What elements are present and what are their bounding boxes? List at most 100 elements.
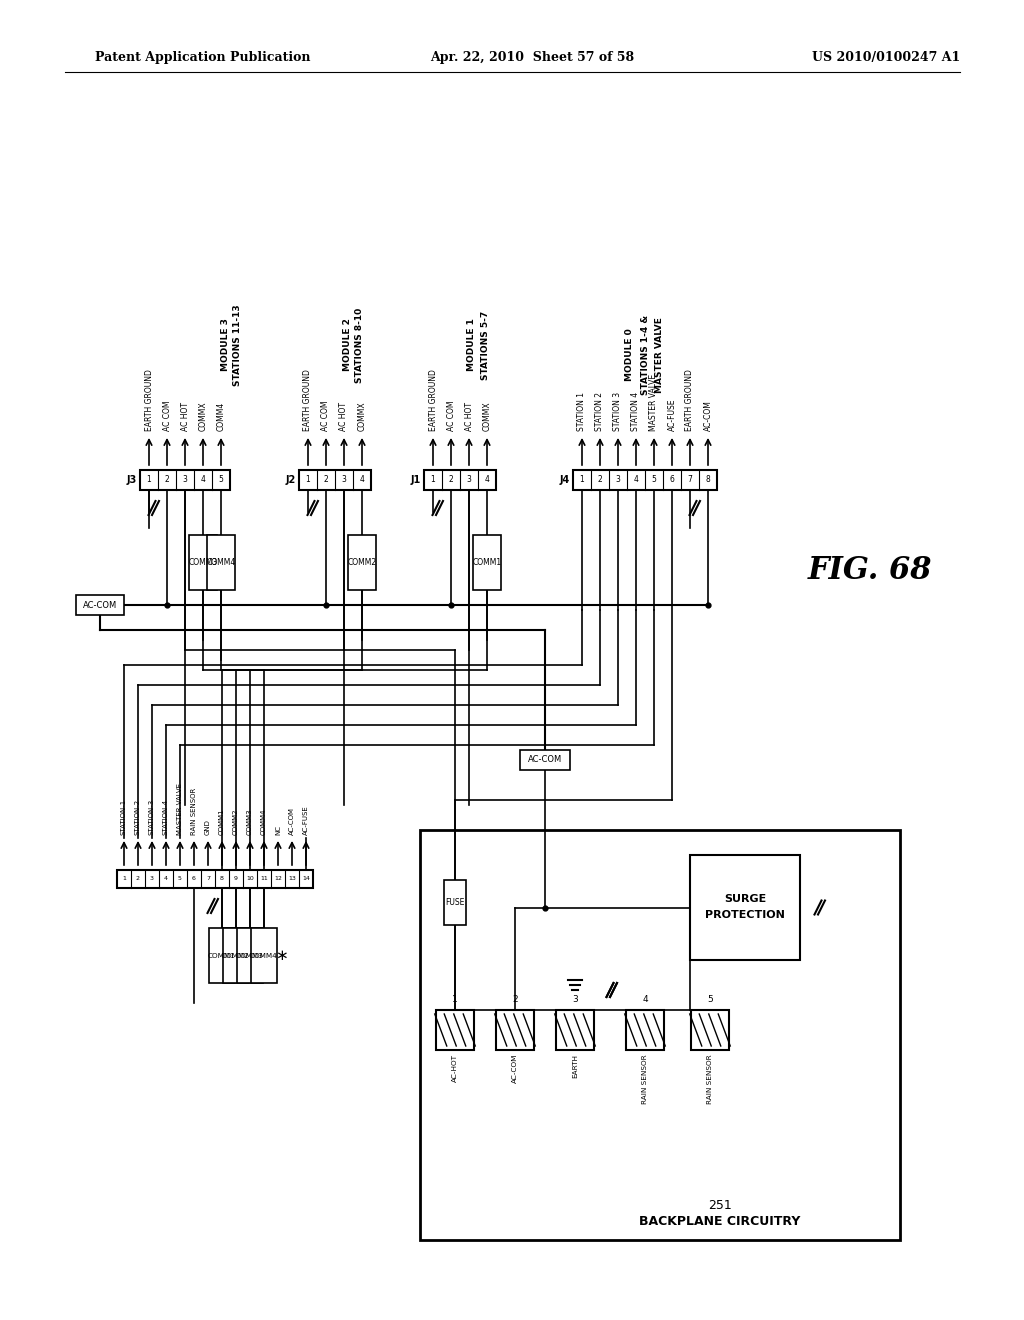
Text: 5: 5 xyxy=(178,876,182,882)
Bar xyxy=(520,750,570,770)
Bar xyxy=(626,1010,664,1049)
Text: 4: 4 xyxy=(634,475,638,484)
Text: AC-FUSE: AC-FUSE xyxy=(668,399,677,432)
Text: 3: 3 xyxy=(150,876,154,882)
Text: GND: GND xyxy=(205,820,211,836)
Text: 10: 10 xyxy=(246,876,254,882)
Text: COMM2: COMM2 xyxy=(233,808,239,836)
Text: 3: 3 xyxy=(467,475,471,484)
Text: NC: NC xyxy=(275,825,281,836)
Bar xyxy=(473,535,501,590)
Text: 7: 7 xyxy=(687,475,692,484)
Text: STATION-2: STATION-2 xyxy=(135,799,141,836)
Text: 2: 2 xyxy=(512,995,518,1005)
Text: STATION-4: STATION-4 xyxy=(163,799,169,836)
Text: 12: 12 xyxy=(274,876,282,882)
Text: 7: 7 xyxy=(206,876,210,882)
Text: AC HOT: AC HOT xyxy=(180,403,189,432)
Bar xyxy=(436,1010,474,1049)
Text: COMM4: COMM4 xyxy=(250,953,278,958)
Text: 11: 11 xyxy=(260,876,268,882)
Text: 1: 1 xyxy=(122,876,126,882)
Text: 4: 4 xyxy=(164,876,168,882)
Text: 3: 3 xyxy=(342,475,346,484)
Bar xyxy=(117,870,313,888)
Text: 1: 1 xyxy=(305,475,310,484)
Text: EARTH GROUND: EARTH GROUND xyxy=(144,370,154,432)
Text: AC-COM: AC-COM xyxy=(703,400,713,432)
Text: US 2010/0100247 A1: US 2010/0100247 A1 xyxy=(812,51,961,65)
Text: J4: J4 xyxy=(560,475,570,484)
Text: AC COM: AC COM xyxy=(163,400,171,432)
Bar xyxy=(556,1010,594,1049)
Text: EARTH GROUND: EARTH GROUND xyxy=(685,370,694,432)
Text: COMMX: COMMX xyxy=(357,401,367,432)
Text: RAIN SENSOR: RAIN SENSOR xyxy=(642,1053,648,1104)
Text: COMM1: COMM1 xyxy=(208,953,236,958)
Text: AC-HOT: AC-HOT xyxy=(452,1053,458,1082)
Text: STATION 1: STATION 1 xyxy=(578,392,587,432)
Text: ∗: ∗ xyxy=(274,948,288,964)
Text: 4: 4 xyxy=(642,995,648,1005)
Text: STATION-1: STATION-1 xyxy=(121,799,127,836)
Text: COMMX: COMMX xyxy=(482,401,492,432)
Bar xyxy=(444,880,466,925)
Text: COMM4: COMM4 xyxy=(207,558,236,568)
Text: FUSE: FUSE xyxy=(445,898,465,907)
Text: BACKPLANE CIRCUITRY: BACKPLANE CIRCUITRY xyxy=(639,1214,801,1228)
Text: 1: 1 xyxy=(580,475,585,484)
Text: AC HOT: AC HOT xyxy=(340,403,348,432)
Text: 1: 1 xyxy=(146,475,152,484)
Text: 251: 251 xyxy=(709,1199,732,1212)
Text: COMM3: COMM3 xyxy=(247,808,253,836)
Text: 8: 8 xyxy=(220,876,224,882)
Text: 2: 2 xyxy=(324,475,329,484)
Text: COMMX: COMMX xyxy=(199,401,208,432)
Text: MODULE 2: MODULE 2 xyxy=(342,318,351,371)
Text: 4: 4 xyxy=(359,475,365,484)
Text: J3: J3 xyxy=(127,475,137,484)
Text: AC-COM: AC-COM xyxy=(528,755,562,764)
Text: STATIONS 8-10: STATIONS 8-10 xyxy=(355,308,365,383)
Bar xyxy=(424,470,496,490)
Bar xyxy=(223,928,249,983)
Text: 3: 3 xyxy=(615,475,621,484)
Text: COMM3: COMM3 xyxy=(237,953,264,958)
Text: 5: 5 xyxy=(218,475,223,484)
Text: AC-COM: AC-COM xyxy=(289,807,295,836)
Text: 2: 2 xyxy=(598,475,602,484)
Bar xyxy=(348,535,376,590)
Text: STATION 2: STATION 2 xyxy=(596,392,604,432)
Bar xyxy=(189,535,217,590)
Text: 14: 14 xyxy=(302,876,310,882)
Text: 9: 9 xyxy=(234,876,238,882)
Bar xyxy=(207,535,234,590)
Text: COMM1: COMM1 xyxy=(472,558,502,568)
Text: 1: 1 xyxy=(431,475,435,484)
Text: AC COM: AC COM xyxy=(446,400,456,432)
Text: 3: 3 xyxy=(182,475,187,484)
Text: COMM1: COMM1 xyxy=(219,808,225,836)
Text: AC-FUSE: AC-FUSE xyxy=(303,805,309,836)
Text: STATION 3: STATION 3 xyxy=(613,392,623,432)
Text: AC COM: AC COM xyxy=(322,400,331,432)
Text: J1: J1 xyxy=(411,475,421,484)
Text: MODULE 1: MODULE 1 xyxy=(468,318,476,371)
Text: AC-COM: AC-COM xyxy=(83,601,117,610)
Text: COMM2: COMM2 xyxy=(222,953,250,958)
Bar xyxy=(299,470,371,490)
Text: STATION-3: STATION-3 xyxy=(150,799,155,836)
Bar xyxy=(237,928,263,983)
Bar xyxy=(691,1010,729,1049)
Text: STATIONS 11-13: STATIONS 11-13 xyxy=(233,304,243,385)
Text: MASTER VALVE: MASTER VALVE xyxy=(177,783,183,836)
Text: RAIN SENSOR: RAIN SENSOR xyxy=(707,1053,713,1104)
Bar xyxy=(209,928,234,983)
Bar xyxy=(690,855,800,960)
Text: STATION 4: STATION 4 xyxy=(632,392,640,432)
Bar xyxy=(251,928,278,983)
Text: 5: 5 xyxy=(708,995,713,1005)
Text: J2: J2 xyxy=(286,475,296,484)
Bar xyxy=(573,470,717,490)
Text: EARTH GROUND: EARTH GROUND xyxy=(303,370,312,432)
